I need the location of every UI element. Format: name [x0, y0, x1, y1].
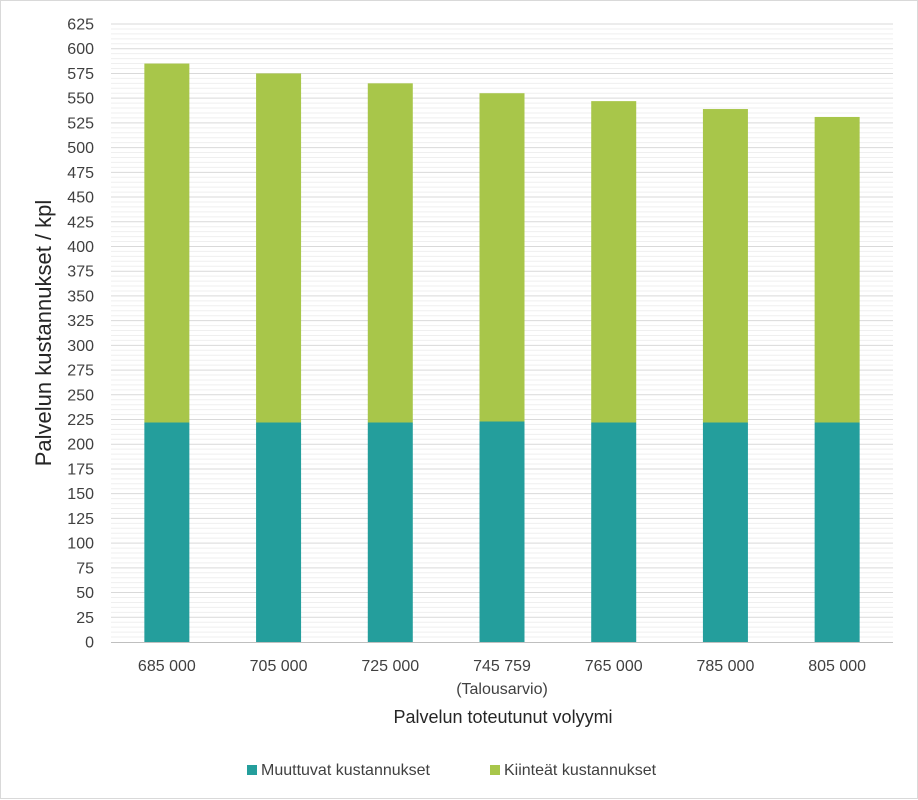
y-tick-label: 500 — [67, 140, 94, 157]
bar-kiinteat — [702, 109, 748, 423]
y-tick-label: 625 — [67, 17, 94, 34]
x-axis-title: Palvelun toteutunut volyymi — [393, 707, 612, 727]
y-tick-label: 425 — [67, 214, 94, 231]
bar-kiinteat — [367, 83, 413, 423]
y-tick-label: 350 — [67, 288, 94, 305]
x-tick-label: 785 000 — [697, 658, 755, 675]
y-tick-label: 200 — [67, 437, 94, 454]
bar-kiinteat — [591, 101, 637, 423]
y-tick-label: 550 — [67, 91, 94, 108]
y-tick-label: 300 — [67, 338, 94, 355]
y-tick-label: 100 — [67, 536, 94, 553]
legend-label: Kiinteät kustannukset — [504, 762, 657, 779]
legend-swatch — [490, 765, 500, 775]
bar-kiinteat — [144, 63, 190, 423]
bar-muuttuvat — [144, 422, 190, 642]
x-tick-label: 725 000 — [361, 658, 419, 675]
bar-muuttuvat — [256, 422, 302, 642]
y-tick-label: 75 — [76, 560, 94, 577]
bar-muuttuvat — [479, 421, 525, 642]
y-tick-label: 50 — [76, 585, 94, 602]
bar-muuttuvat — [814, 422, 860, 642]
y-axis-title: Palvelun kustannukset / kpl — [31, 200, 56, 467]
y-tick-label: 450 — [67, 190, 94, 207]
bars — [144, 63, 860, 642]
bar-muuttuvat — [702, 422, 748, 642]
y-tick-label: 150 — [67, 486, 94, 503]
y-tick-label: 225 — [67, 412, 94, 429]
y-tick-label: 600 — [67, 41, 94, 58]
legend-swatch — [247, 765, 257, 775]
y-tick-label: 0 — [85, 635, 94, 652]
x-axis-ticks: 685 000 705 000 725 000 745 759 (Talousarvio… — [138, 658, 866, 698]
x-tick-sublabel: (Talousarvio) — [456, 681, 548, 698]
bar-kiinteat — [256, 73, 302, 423]
x-tick-label: 705 000 — [250, 658, 308, 675]
bar-muuttuvat — [367, 422, 413, 642]
y-axis-ticks: 0 25 50 75 100 125 150 175 200 225 250 275 300 325 350… — [67, 17, 94, 652]
x-tick-label: 805 000 — [808, 658, 866, 675]
y-tick-label: 575 — [67, 66, 94, 83]
x-tick-label: 765 000 — [585, 658, 643, 675]
legend: Muuttuvat kustannukset Kiinteät kustannuk… — [247, 762, 657, 779]
x-tick-label: 745 759 — [473, 658, 531, 675]
y-tick-label: 275 — [67, 363, 94, 380]
y-tick-label: 125 — [67, 511, 94, 528]
y-tick-label: 475 — [67, 165, 94, 182]
y-tick-label: 325 — [67, 313, 94, 330]
y-tick-label: 375 — [67, 264, 94, 281]
y-tick-label: 250 — [67, 387, 94, 404]
y-tick-label: 525 — [67, 115, 94, 132]
x-tick-label: 685 000 — [138, 658, 196, 675]
y-tick-label: 400 — [67, 239, 94, 256]
bar-kiinteat — [814, 116, 860, 423]
y-tick-label: 25 — [76, 610, 94, 627]
bar-muuttuvat — [591, 422, 637, 642]
legend-label: Muuttuvat kustannukset — [261, 762, 431, 779]
y-tick-label: 175 — [67, 461, 94, 478]
bar-kiinteat — [479, 93, 525, 422]
